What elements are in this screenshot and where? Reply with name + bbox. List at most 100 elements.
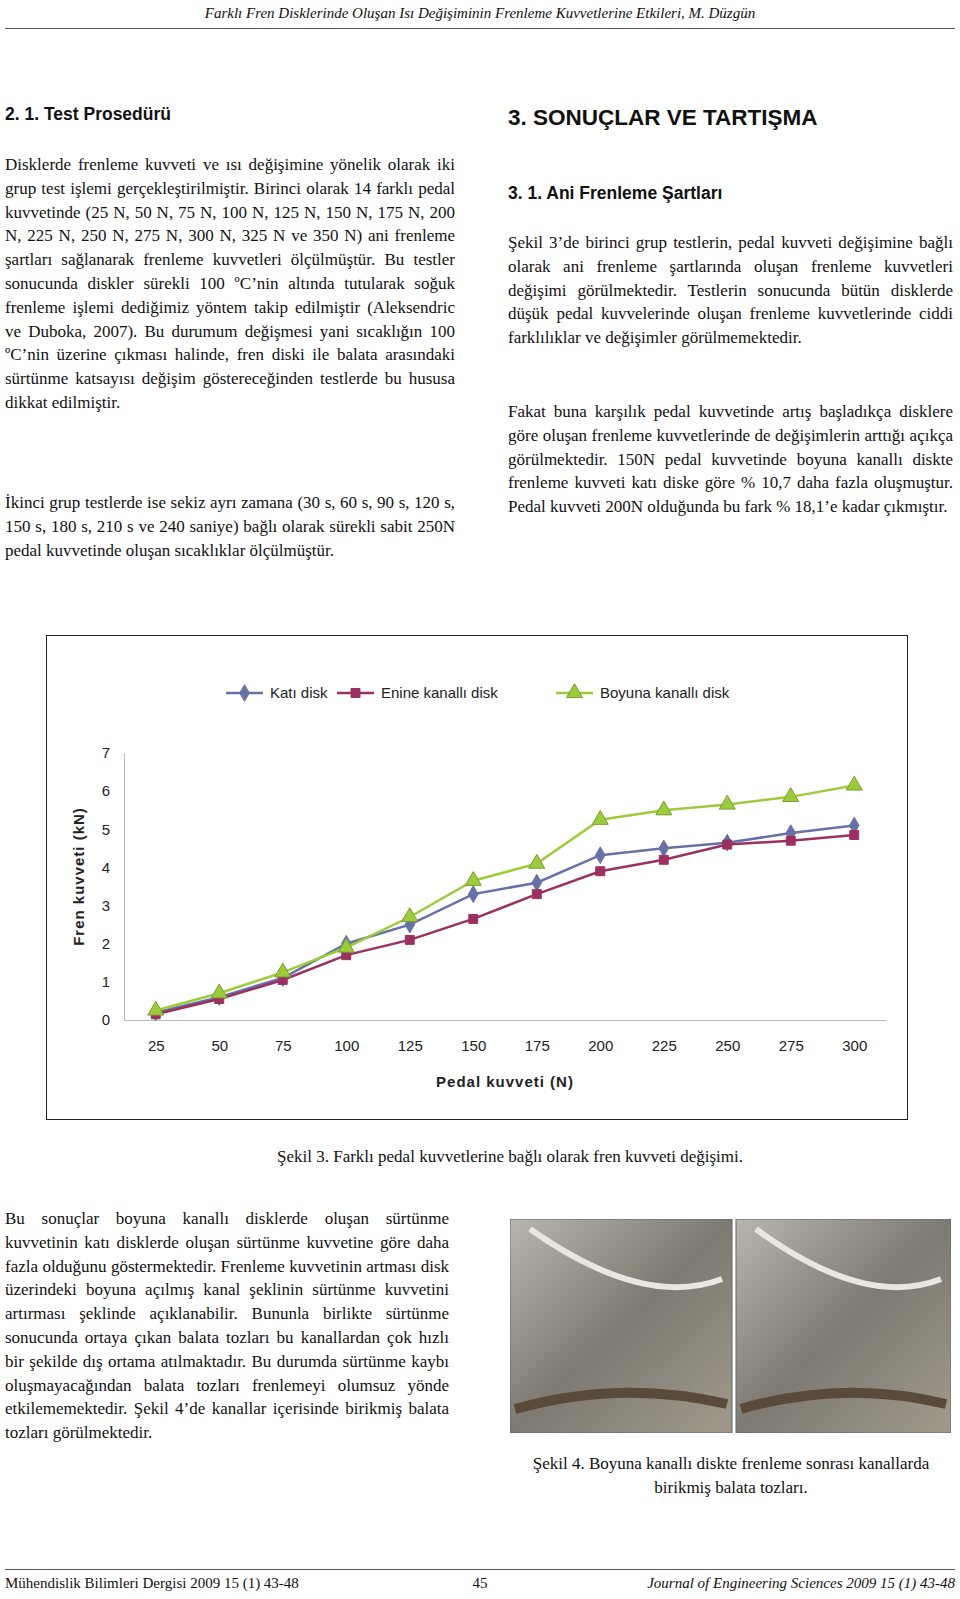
figure-4-photos: [510, 1219, 951, 1433]
series-marker: [405, 935, 414, 944]
x-tick: 75: [275, 1020, 292, 1054]
y-tick: 7: [102, 744, 124, 761]
legend-label: Boyuna kanallı disk: [600, 684, 730, 701]
legend-marker: [240, 685, 250, 702]
paragraph: Bu sonuçlar boyuna kanallı disklerde olu…: [5, 1207, 449, 1445]
x-tick: 50: [211, 1020, 228, 1054]
section-heading: 2. 1. Test Prosedürü: [5, 104, 455, 125]
x-tick-label: 175: [525, 1037, 550, 1054]
figure-caption: Şekil 3. Farklı pedal kuvvetlerine bağlı…: [200, 1145, 820, 1169]
footer-right: Journal of Engineering Sciences 2009 15 …: [555, 1575, 955, 1592]
y-tick-label: 5: [102, 821, 110, 838]
series-marker: [468, 886, 478, 903]
legend-item: Enine kanallı disk: [337, 684, 498, 701]
y-tick: 2: [102, 935, 124, 952]
x-tick: 200: [588, 1020, 613, 1054]
series-marker: [529, 854, 545, 868]
x-tick-label: 125: [398, 1037, 423, 1054]
x-tick-label: 75: [275, 1037, 292, 1054]
series-marker: [402, 908, 418, 922]
legend-marker: [351, 689, 360, 698]
x-tick: 275: [779, 1020, 804, 1054]
x-axis: 25 50 75 100 125 150 175 200 225 250 275 300: [125, 1020, 887, 1054]
x-tick-label: 50: [211, 1037, 228, 1054]
legend-item: Katı disk: [226, 684, 328, 701]
series-marker: [786, 836, 795, 845]
x-tick-label: 300: [842, 1037, 867, 1054]
x-tick: 300: [842, 1020, 867, 1054]
series-line: [156, 785, 855, 1010]
paragraph: Şekil 3’de birinci grup testlerin, pedal…: [508, 231, 953, 350]
chart-frame: [47, 636, 908, 1120]
x-tick: 25: [148, 1020, 165, 1054]
series-marker: [148, 1001, 164, 1015]
paragraph: İkinci grup testlerde ise sekiz ayrı zam…: [5, 491, 455, 562]
series-marker: [469, 914, 478, 923]
y-axis: 0 1 2 3 4 5 6 7: [102, 744, 125, 1028]
y-tick-label: 3: [102, 897, 110, 914]
y-tick-label: 6: [102, 782, 110, 799]
plot-area: [148, 776, 862, 1020]
series-marker: [850, 831, 859, 840]
paragraph: Fakat buna karşılık pedal kuvvetinde art…: [508, 400, 953, 519]
photo: [736, 1219, 951, 1433]
series-marker: [275, 963, 291, 977]
series-marker: [719, 795, 735, 809]
x-tick-label: 225: [652, 1037, 677, 1054]
figure-caption: Şekil 4. Boyuna kanallı diskte frenleme …: [516, 1452, 946, 1499]
y-tick: 1: [102, 973, 124, 990]
x-tick-label: 150: [461, 1037, 486, 1054]
x-tick-label: 275: [779, 1037, 804, 1054]
y-tick: 3: [102, 897, 124, 914]
footer-left: Mühendislik Bilimleri Dergisi 2009 15 (1…: [5, 1575, 299, 1592]
series-marker: [722, 834, 732, 851]
y-tick-label: 7: [102, 744, 110, 761]
x-tick: 100: [334, 1020, 359, 1054]
x-tick-label: 200: [588, 1037, 613, 1054]
x-tick: 175: [525, 1020, 550, 1054]
y-tick-label: 4: [102, 859, 110, 876]
series-marker: [338, 938, 354, 952]
y-tick: 4: [102, 859, 124, 876]
series-marker: [723, 840, 732, 849]
y-tick: 5: [102, 821, 124, 838]
y-axis-title: Fren kuvveti (kN): [70, 807, 87, 946]
photo-detail: [741, 1393, 946, 1409]
series-marker: [211, 984, 227, 998]
paragraph: Disklerde frenleme kuvveti ve ısı değişi…: [5, 153, 455, 415]
footer-rule: [5, 1569, 955, 1570]
series-marker: [656, 801, 672, 815]
header-rule: [5, 28, 955, 29]
series-marker: [595, 847, 605, 864]
x-tick: 225: [652, 1020, 677, 1054]
series-marker: [596, 867, 605, 876]
photo-detail: [756, 1229, 941, 1287]
photo-detail: [530, 1229, 722, 1287]
y-axis-line: [124, 754, 125, 1021]
x-tick-label: 250: [715, 1037, 740, 1054]
y-tick-label: 2: [102, 935, 110, 952]
x-tick-label: 25: [148, 1037, 165, 1054]
series-line: [156, 825, 855, 1012]
subsection-heading: 3. 1. Ani Frenleme Şartları: [508, 183, 953, 204]
series-marker: [592, 811, 608, 825]
x-axis-title: Pedal kuvveti (N): [436, 1073, 574, 1090]
legend-marker: [567, 684, 583, 698]
legend-label: Katı disk: [270, 684, 328, 701]
series-marker: [465, 872, 481, 886]
legend-label: Enine kanallı disk: [381, 684, 498, 701]
page-number: 45: [430, 1575, 530, 1592]
chart: 0 1 2 3 4 5 6 7 25 50 75 100 125 150 175 200 225 250 275 30…: [46, 635, 908, 1120]
y-tick-label: 0: [102, 1011, 110, 1028]
series-marker: [532, 890, 541, 899]
y-tick: 0: [102, 1011, 124, 1028]
x-tick-label: 100: [334, 1037, 359, 1054]
legend: Katı disk Enine kanallı disk Boyuna kanall…: [226, 684, 730, 702]
series-marker: [659, 855, 668, 864]
x-tick: 125: [398, 1020, 423, 1054]
y-tick-label: 1: [102, 973, 110, 990]
x-tick: 150: [461, 1020, 486, 1054]
series-marker: [846, 776, 862, 790]
running-header: Farklı Fren Disklerinde Oluşan Isı Değiş…: [0, 5, 960, 22]
section-heading: 3. SONUÇLAR VE TARTIŞMA: [508, 105, 953, 131]
